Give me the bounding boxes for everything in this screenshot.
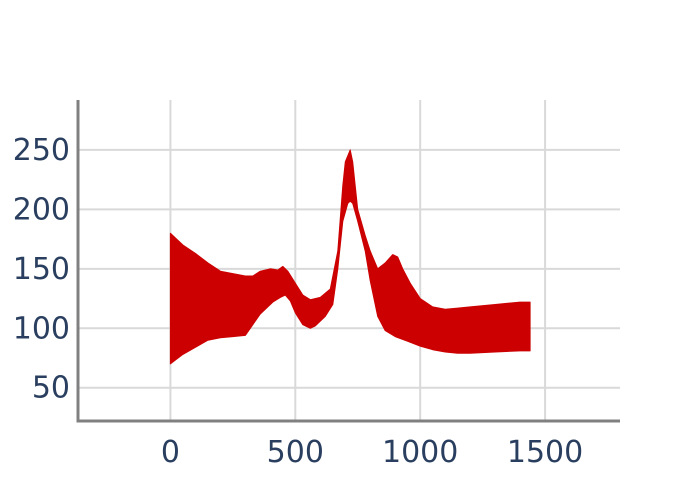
x-tick-label-0: 0	[161, 435, 180, 470]
x-tick-label-1: 500	[267, 435, 324, 470]
y-tick-labels: 50 100 150 200 250	[13, 133, 70, 406]
x-gridlines	[169, 100, 547, 421]
y-tick-label-2: 150	[13, 252, 70, 287]
band-area-0	[169, 149, 531, 365]
y-tick-label-4: 250	[13, 133, 70, 168]
x-tick-label-3: 1500	[507, 435, 583, 470]
y-tick-label-1: 100	[13, 311, 70, 346]
x-tick-label-2: 1000	[382, 435, 458, 470]
y-tick-label-3: 200	[13, 192, 70, 227]
series-layer	[169, 149, 531, 365]
y-tick-label-0: 50	[32, 371, 70, 406]
x-tick-labels: 0 500 1000 1500	[161, 435, 583, 470]
